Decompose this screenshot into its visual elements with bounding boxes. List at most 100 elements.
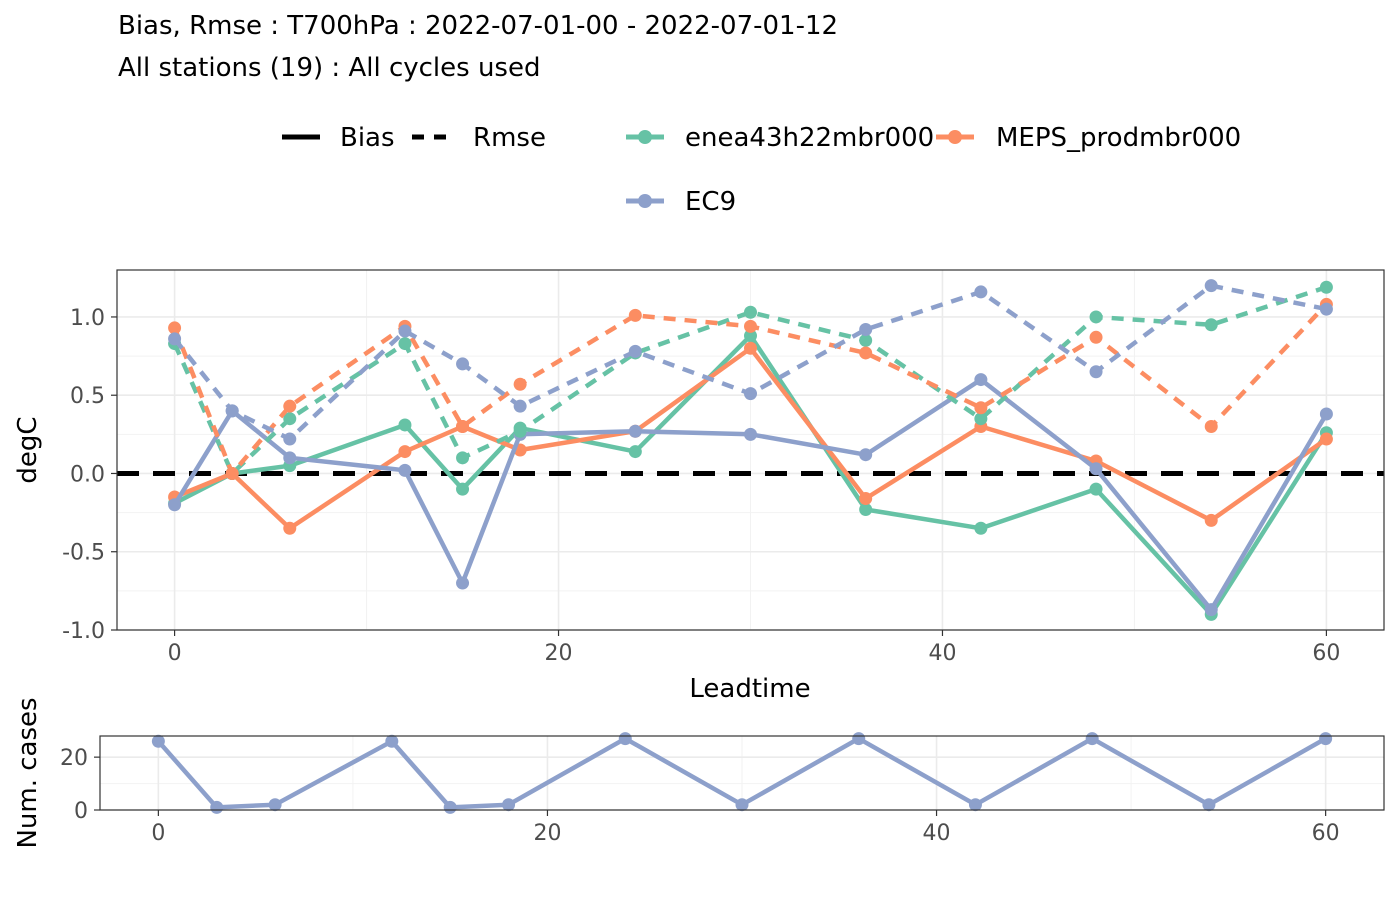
series-EC9-rmse [168, 279, 1333, 446]
data-point [225, 404, 239, 418]
data-point [1204, 318, 1218, 332]
data-point [1319, 732, 1333, 746]
data-point [859, 322, 873, 336]
data-point [744, 305, 757, 319]
legend-label-meps: MEPS_prodmbr000 [996, 123, 1241, 153]
x-tick-label: 0 [151, 821, 165, 846]
x-tick-label: 0 [168, 641, 182, 666]
data-point [283, 521, 297, 535]
data-point [1089, 310, 1103, 324]
data-point [283, 432, 297, 446]
data-point [628, 344, 642, 358]
series-cases [151, 732, 1333, 814]
legend-label-ec9: EC9 [685, 187, 736, 217]
data-point [1319, 302, 1333, 316]
x-tick-label: 20 [533, 821, 561, 846]
data-point [618, 732, 632, 746]
data-point [974, 412, 988, 426]
data-point [456, 576, 470, 590]
x-tick-label: 40 [923, 821, 951, 846]
chart-title: Bias, Rmse : T700hPa : 2022-07-01-00 - 2… [118, 11, 838, 41]
data-point [859, 346, 873, 360]
data-point [283, 412, 297, 426]
legend-label-rmse: Rmse [473, 123, 546, 153]
y-tick-label: 0.5 [70, 384, 105, 409]
y-tick-label: -0.5 [62, 541, 105, 566]
data-point [1089, 330, 1103, 344]
data-point [398, 463, 412, 477]
x-tick-label: 40 [928, 641, 956, 666]
data-point [628, 308, 642, 322]
data-point [168, 498, 182, 512]
data-point [735, 798, 749, 812]
data-point [456, 451, 470, 465]
data-point [398, 337, 412, 351]
cases-panel-border [99, 735, 1385, 811]
bias-rmse-panel: 0 20 40 60 -1.0 -0.5 0.0 0.5 1.0 Leadtime degC [13, 269, 1385, 704]
data-point [1202, 798, 1216, 812]
data-point [456, 482, 470, 496]
data-point [385, 734, 399, 748]
data-point [283, 399, 297, 413]
x-tick-label: 60 [1312, 641, 1340, 666]
data-point [1089, 462, 1103, 476]
cases-y-axis-title: Num. cases [13, 697, 43, 848]
data-point [744, 387, 757, 401]
data-point [744, 319, 757, 333]
data-point [443, 800, 457, 814]
data-point [628, 424, 642, 438]
data-point [513, 377, 527, 391]
cases-y-ticks: 0 20 [60, 746, 100, 824]
data-point [859, 333, 873, 347]
data-point [852, 732, 866, 746]
data-point [974, 401, 988, 415]
data-point [974, 521, 988, 535]
data-point [398, 324, 412, 338]
y-tick-label: 1.0 [70, 306, 105, 331]
data-point [1319, 280, 1333, 294]
data-point [456, 420, 470, 434]
series-EC9-bias [168, 373, 1333, 617]
data-point [859, 492, 873, 506]
main-y-axis-title: degC [13, 416, 43, 483]
legend-marker-enea43h22mbr000 [638, 130, 652, 144]
data-point [268, 798, 282, 812]
x-tick-label: 20 [545, 641, 573, 666]
chart-subtitle: All stations (19) : All cycles used [118, 53, 540, 83]
data-point [744, 329, 757, 343]
data-point [168, 332, 182, 346]
legend-label-enea43h22mbr000: enea43h22mbr000 [685, 123, 934, 153]
data-point [168, 321, 182, 335]
data-point [1085, 732, 1099, 746]
data-point [225, 466, 239, 480]
data-point [502, 798, 516, 812]
main-x-axis-title: Leadtime [689, 674, 810, 704]
data-point [974, 285, 988, 299]
data-point [859, 502, 873, 516]
legend: Bias Rmse enea43h22mbr000 MEPS_prodmbr00… [282, 123, 1241, 217]
data-point [628, 445, 642, 459]
data-point [1204, 603, 1218, 617]
data-point [859, 448, 873, 462]
data-point [398, 418, 412, 432]
cases-series [151, 732, 1333, 814]
y-tick-label: 0 [74, 799, 88, 824]
data-point [974, 373, 988, 387]
legend-marker-ec9 [638, 194, 652, 208]
legend-label-bias: Bias [340, 123, 395, 153]
y-tick-label: -1.0 [62, 619, 105, 644]
y-tick-label: 0.0 [70, 462, 105, 487]
data-point [283, 451, 297, 465]
data-point [1204, 420, 1218, 434]
data-point [1089, 365, 1103, 379]
data-point [1204, 279, 1218, 293]
data-point [151, 734, 165, 748]
data-point [210, 800, 224, 814]
main-x-ticks: 0 20 40 60 [168, 630, 1340, 666]
data-point [456, 357, 470, 371]
data-point [744, 341, 757, 355]
y-tick-label: 20 [60, 746, 88, 771]
data-point [968, 798, 982, 812]
